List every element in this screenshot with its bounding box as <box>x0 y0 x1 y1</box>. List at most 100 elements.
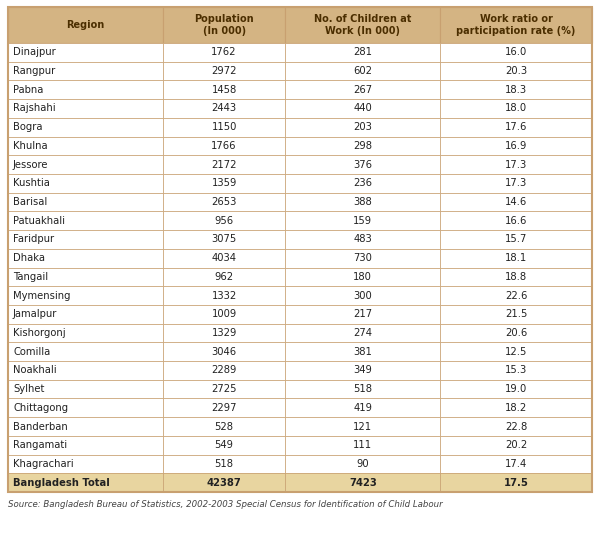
Bar <box>163 230 286 249</box>
Text: Faridpur: Faridpur <box>13 234 54 244</box>
Bar <box>440 474 592 492</box>
Bar <box>8 192 163 211</box>
Text: 267: 267 <box>353 85 373 95</box>
Bar <box>163 286 286 305</box>
Bar <box>8 474 163 492</box>
Text: 483: 483 <box>353 234 372 244</box>
Bar <box>163 455 286 474</box>
Bar <box>286 155 440 174</box>
Text: 17.5: 17.5 <box>503 477 529 488</box>
Text: 21.5: 21.5 <box>505 309 527 319</box>
Text: Dinajpur: Dinajpur <box>13 47 56 57</box>
Text: 18.0: 18.0 <box>505 103 527 113</box>
Text: Source: Bangladesh Bureau of Statistics, 2002-2003 Special Census for Identifica: Source: Bangladesh Bureau of Statistics,… <box>8 500 443 509</box>
Bar <box>440 267 592 286</box>
Text: 18.2: 18.2 <box>505 403 527 413</box>
Bar <box>286 474 440 492</box>
Text: 2725: 2725 <box>211 384 237 394</box>
Bar <box>440 249 592 267</box>
Bar <box>286 398 440 417</box>
Bar <box>163 136 286 155</box>
Text: 388: 388 <box>353 197 372 207</box>
Bar <box>8 62 163 80</box>
Bar <box>440 342 592 361</box>
Text: 17.4: 17.4 <box>505 459 527 469</box>
Text: Comilla: Comilla <box>13 346 50 357</box>
Bar <box>286 361 440 379</box>
Bar <box>8 342 163 361</box>
Text: 528: 528 <box>215 421 233 432</box>
Text: 17.6: 17.6 <box>505 122 527 132</box>
Bar <box>8 155 163 174</box>
Text: 22.8: 22.8 <box>505 421 527 432</box>
Text: 602: 602 <box>353 66 372 76</box>
Text: 42387: 42387 <box>207 477 241 488</box>
Text: 419: 419 <box>353 403 372 413</box>
Text: 15.3: 15.3 <box>505 365 527 376</box>
Bar <box>440 323 592 342</box>
Text: 159: 159 <box>353 216 373 225</box>
Text: 2972: 2972 <box>211 66 237 76</box>
Bar <box>286 80 440 99</box>
Bar <box>8 323 163 342</box>
Text: 298: 298 <box>353 141 372 151</box>
Bar <box>440 192 592 211</box>
Text: 17.3: 17.3 <box>505 178 527 188</box>
Bar <box>8 305 163 323</box>
Bar <box>8 174 163 192</box>
Bar <box>163 474 286 492</box>
Text: 2653: 2653 <box>211 197 237 207</box>
Text: 440: 440 <box>353 103 372 113</box>
Bar <box>286 192 440 211</box>
Bar <box>286 286 440 305</box>
Bar <box>8 211 163 230</box>
Bar <box>8 361 163 379</box>
Text: 3075: 3075 <box>211 234 237 244</box>
Text: 2443: 2443 <box>212 103 236 113</box>
Bar <box>163 155 286 174</box>
Text: 349: 349 <box>353 365 372 376</box>
Bar <box>440 305 592 323</box>
Text: Region: Region <box>66 20 104 30</box>
Text: Jamalpur: Jamalpur <box>13 309 58 319</box>
Text: 203: 203 <box>353 122 372 132</box>
Bar <box>163 211 286 230</box>
Text: 3046: 3046 <box>212 346 236 357</box>
Bar <box>163 80 286 99</box>
Text: 549: 549 <box>215 440 233 450</box>
Bar <box>163 323 286 342</box>
Bar <box>286 62 440 80</box>
Bar <box>286 379 440 398</box>
Text: Rajshahi: Rajshahi <box>13 103 56 113</box>
Bar <box>440 211 592 230</box>
Bar <box>286 455 440 474</box>
Text: Khulna: Khulna <box>13 141 47 151</box>
Text: Pabna: Pabna <box>13 85 43 95</box>
Text: 217: 217 <box>353 309 373 319</box>
Text: 962: 962 <box>215 272 233 282</box>
Bar <box>440 7 592 43</box>
Text: Chittagong: Chittagong <box>13 403 68 413</box>
Bar <box>163 361 286 379</box>
Bar <box>440 80 592 99</box>
Bar <box>8 417 163 436</box>
Bar <box>163 118 286 136</box>
Bar <box>8 267 163 286</box>
Text: 18.8: 18.8 <box>505 272 527 282</box>
Bar <box>286 342 440 361</box>
Text: 1332: 1332 <box>211 290 237 300</box>
Text: Population
(In 000): Population (In 000) <box>194 14 254 36</box>
Bar <box>440 417 592 436</box>
Text: 20.3: 20.3 <box>505 66 527 76</box>
Text: 1009: 1009 <box>211 309 237 319</box>
Text: 4034: 4034 <box>212 253 236 263</box>
Bar <box>286 249 440 267</box>
Bar <box>8 118 163 136</box>
Bar <box>440 136 592 155</box>
Text: Kushtia: Kushtia <box>13 178 50 188</box>
Bar <box>286 417 440 436</box>
Text: 12.5: 12.5 <box>505 346 527 357</box>
Text: No. of Children at
Work (In 000): No. of Children at Work (In 000) <box>314 14 412 36</box>
Text: 518: 518 <box>215 459 233 469</box>
Text: 1766: 1766 <box>211 141 237 151</box>
